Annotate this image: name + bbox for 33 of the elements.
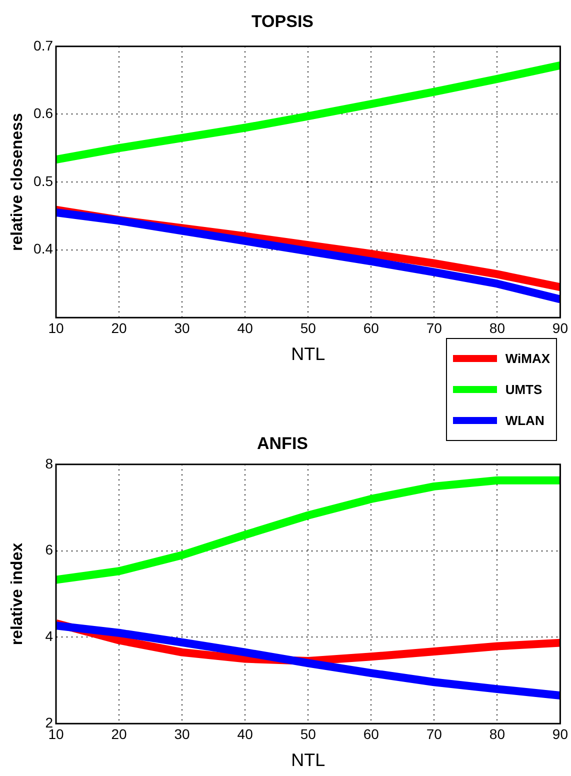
x-tick-label: 40 <box>237 320 254 336</box>
x-tick-label: 20 <box>111 726 128 742</box>
chart-title: TOPSIS <box>251 12 314 31</box>
x-tick-label: 60 <box>363 726 380 742</box>
x-tick-label: 90 <box>552 320 568 336</box>
y-axis-title: relative closeness <box>9 112 26 251</box>
y-tick-label: 8 <box>45 455 54 472</box>
y-tick-label: 6 <box>45 542 54 558</box>
y-axis-title: relative index <box>9 542 26 646</box>
legend-label: WiMAX <box>505 351 550 366</box>
x-tick-label: 70 <box>426 726 442 742</box>
legend-label: WLAN <box>505 413 544 428</box>
x-axis-title: NTL <box>291 344 326 364</box>
x-tick-label: 50 <box>300 726 316 742</box>
x-tick-label: 50 <box>300 320 316 336</box>
chart-title: ANFIS <box>257 434 308 453</box>
y-tick-label: 0.5 <box>34 172 54 189</box>
y-tick-label: 0.4 <box>34 240 54 257</box>
x-axis-title: NTL <box>291 750 326 770</box>
y-tick-label: 0.7 <box>34 37 54 54</box>
x-tick-label: 40 <box>237 726 254 742</box>
x-tick-label: 80 <box>489 726 506 742</box>
x-tick-label: 10 <box>48 320 64 336</box>
x-tick-label: 70 <box>426 320 442 336</box>
y-tick-label: 0.6 <box>34 105 54 122</box>
legend-label: UMTS <box>505 382 542 397</box>
y-tick-label: 4 <box>45 628 54 644</box>
x-tick-label: 30 <box>174 726 190 742</box>
x-tick-label: 30 <box>174 320 190 336</box>
x-tick-label: 60 <box>363 320 380 336</box>
x-tick-label: 80 <box>489 320 506 336</box>
x-tick-label: 90 <box>552 726 568 742</box>
x-tick-label: 20 <box>111 320 128 336</box>
